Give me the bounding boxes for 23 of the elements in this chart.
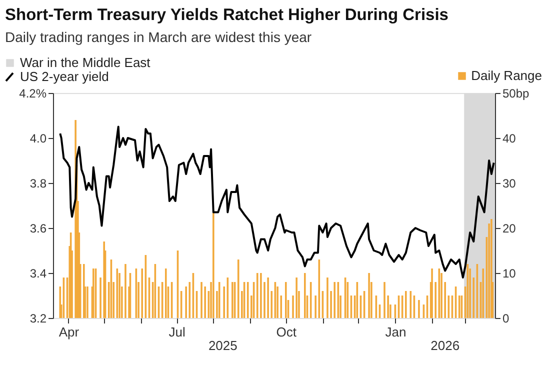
y-tick-label: 4.0 [30, 132, 47, 146]
text: 2025 [208, 338, 238, 353]
y-tick-label: 3.2 [30, 312, 47, 326]
y2-tick-label: 0 [502, 312, 510, 326]
y-tick-label: 3.6 [30, 222, 47, 236]
y-tick-label: 3.4 [30, 266, 47, 280]
y2-tick-label: 20 [502, 222, 516, 236]
x-tick-label: Jul [168, 324, 186, 340]
legend-label: War in the Middle East [20, 55, 151, 70]
chart-subtitle: Daily trading ranges in March are widest this year [5, 29, 312, 45]
x-tick-label: Oct [276, 324, 297, 340]
x-tick-label: Apr [58, 324, 80, 340]
y2-tick-label: 10 [502, 266, 516, 280]
chart-title: Short-Term Treasury Yields Ratchet Higher During Crisis [5, 6, 448, 24]
text: 2026 [430, 338, 460, 353]
y2-tick-label: 40 [502, 132, 516, 146]
legend-label: US 2-year yield [20, 69, 109, 84]
y2-tick-label: 50bp [502, 86, 530, 100]
legend-label: Daily Range [471, 68, 542, 83]
x-tick-label: Jan [385, 324, 406, 340]
y2-tick-label: 30 [502, 176, 516, 190]
y-tick-label: 3.8 [30, 176, 47, 190]
y-tick-label: 4.2% [19, 86, 47, 100]
